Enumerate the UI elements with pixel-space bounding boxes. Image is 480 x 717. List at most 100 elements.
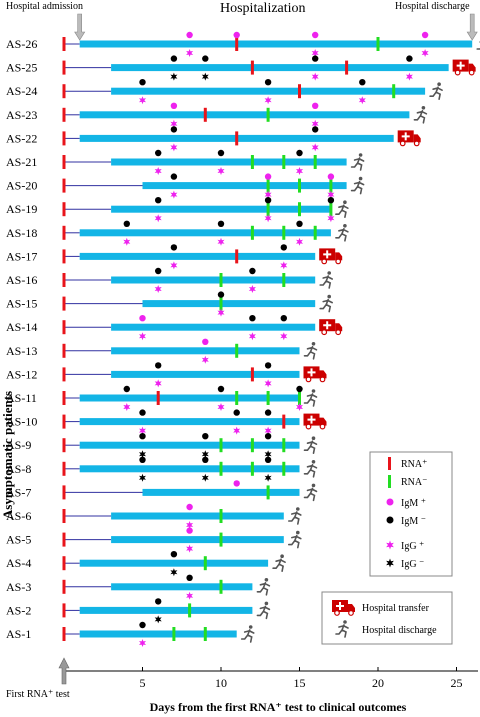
annotation-hospital-discharge: Hospital discharge: [395, 1, 470, 12]
rna-neg-marker: [266, 107, 270, 122]
legend-swatch-rna-pos: [388, 457, 391, 470]
patient-label: AS-23: [6, 108, 37, 122]
igg-pos-star: [170, 190, 178, 199]
igg-pos-star: [154, 167, 162, 175]
rna-neg-marker: [203, 556, 207, 571]
rna-neg-marker: [250, 155, 254, 169]
discharge-icon: [256, 578, 271, 596]
igm-pos-dot: [233, 480, 240, 487]
legend-swatch-transfer: [332, 600, 355, 616]
x-tick-label: 5: [140, 676, 146, 690]
igg-pos-star: [311, 119, 319, 128]
igm-neg-dot: [264, 456, 272, 463]
rna-neg-marker: [282, 461, 286, 476]
patient-row: AS-24: [6, 79, 443, 105]
patient-row: AS-7: [6, 480, 318, 502]
patient-row: AS-26: [6, 31, 480, 57]
igm-neg-dot: [170, 244, 178, 251]
legend-swatch-discharge: [335, 620, 349, 638]
patient-label: AS-5: [6, 533, 31, 547]
igg-neg-star: [201, 72, 209, 81]
first-rna-pos-marker: [62, 131, 66, 146]
igg-neg-star: [139, 473, 146, 482]
rna-neg-marker: [219, 461, 223, 476]
rna-pos-marker: [203, 107, 207, 122]
hospitalization-bar: [79, 229, 331, 237]
rna-pos-marker: [235, 249, 239, 264]
igg-pos-star: [264, 190, 272, 199]
patient-label: AS-14: [6, 320, 37, 334]
igm-neg-dot: [155, 598, 162, 605]
igg-pos-star: [296, 403, 303, 411]
discharge-icon: [240, 625, 255, 643]
patient-row: AS-23: [6, 102, 428, 128]
rna-neg-marker: [219, 438, 223, 453]
discharge-icon: [272, 554, 286, 572]
first-test-arrow: [58, 657, 70, 685]
discharge-icon: [303, 436, 318, 454]
patient-row: AS-20: [6, 173, 365, 199]
first-rna-pos-marker: [62, 627, 66, 641]
rna-pos-marker: [345, 60, 349, 75]
igg-pos-star: [217, 237, 225, 246]
igm-pos-dot: [170, 102, 178, 110]
first-rna-pos-marker: [62, 509, 66, 523]
igm-pos-dot: [186, 503, 193, 511]
igg-pos-star: [327, 214, 335, 223]
first-rna-pos-marker: [62, 603, 66, 618]
first-rna-pos-marker: [62, 343, 66, 358]
first-rna-pos-marker: [62, 414, 66, 429]
igg-pos-star: [405, 72, 413, 81]
discharge-icon: [350, 176, 365, 195]
igm-neg-dot: [264, 362, 272, 369]
patient-label: AS-24: [6, 84, 37, 98]
igg-neg-star: [154, 615, 162, 624]
rna-neg-marker: [219, 509, 223, 523]
igm-neg-dot: [170, 173, 178, 180]
hospitalization-bar: [111, 87, 426, 95]
igg-neg-star: [170, 72, 178, 81]
rna-neg-marker: [298, 202, 301, 217]
igg-pos-star: [154, 379, 162, 388]
igm-neg-dot: [406, 55, 413, 62]
rna-neg-marker: [298, 391, 301, 405]
rna-neg-marker: [235, 343, 239, 358]
igg-pos-star: [327, 190, 335, 199]
igg-neg-star: [264, 473, 272, 482]
legend-label-igg-pos: IgG ⁺: [401, 541, 424, 552]
igm-neg-dot: [264, 79, 272, 86]
patient-row: AS-15: [6, 291, 333, 317]
x-tick-label: 15: [294, 676, 306, 690]
discharge-icon: [350, 153, 365, 171]
igg-pos-star: [139, 96, 146, 105]
igg-pos-star: [217, 308, 225, 317]
igm-neg-dot: [217, 385, 225, 393]
patient-label: AS-6: [6, 509, 31, 523]
hospitalization-bar: [79, 418, 300, 426]
hospitalization-bar: [79, 441, 300, 449]
igg-pos-star: [248, 285, 256, 293]
igm-pos-dot: [312, 31, 319, 39]
igg-pos-star: [264, 379, 272, 388]
igg-pos-star: [186, 591, 194, 600]
igm-neg-dot: [296, 385, 303, 393]
igg-pos-star: [264, 426, 272, 435]
y-axis-label: Asymptomatic patients: [0, 391, 15, 519]
igm-neg-dot: [155, 267, 162, 275]
legend-label-discharge: Hospital discharge: [362, 625, 437, 636]
igm-pos-dot: [186, 527, 193, 534]
igm-neg-dot: [139, 433, 146, 440]
igm-neg-dot: [170, 55, 178, 62]
legend-swatch-rna-neg: [388, 475, 391, 488]
patient-label: AS-12: [6, 367, 37, 381]
igg-pos-star: [248, 332, 256, 341]
rna-neg-marker: [250, 225, 254, 240]
igg-pos-star: [296, 167, 303, 175]
igg-neg-star: [139, 450, 146, 459]
rna-neg-marker: [376, 37, 380, 51]
transfer-icon: [397, 130, 421, 147]
patient-row: AS-11: [6, 385, 318, 411]
first-rna-pos-marker: [62, 155, 66, 169]
igm-pos-dot: [202, 338, 209, 345]
